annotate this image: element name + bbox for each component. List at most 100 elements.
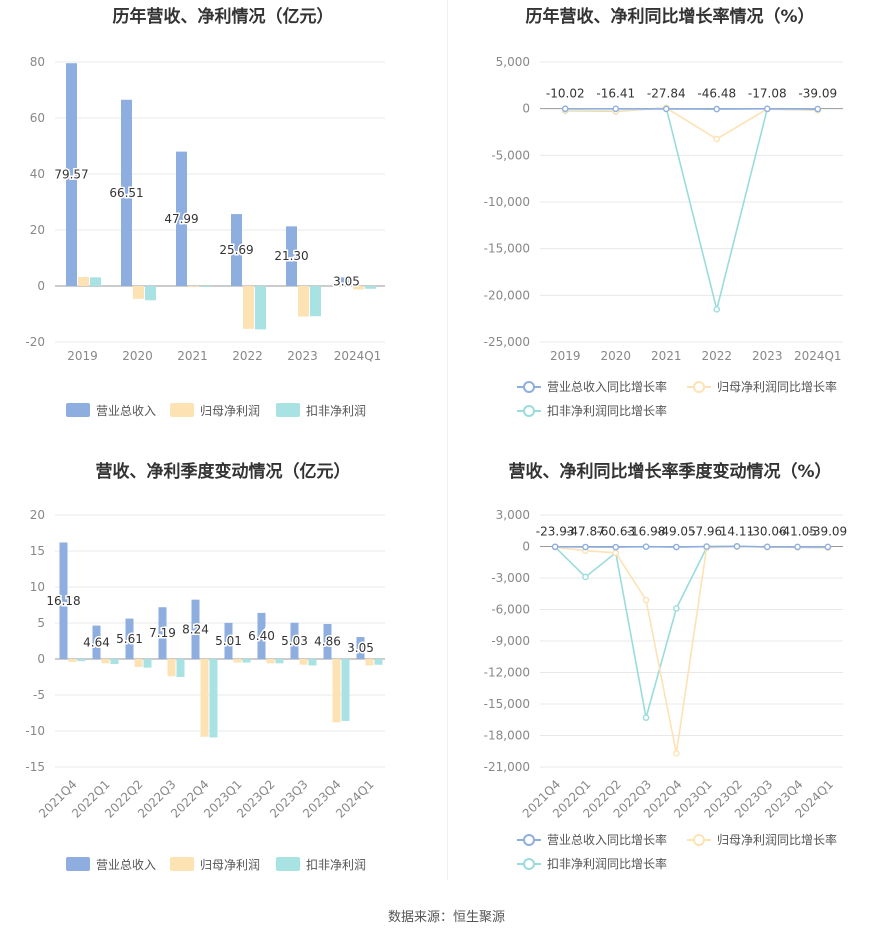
- bar-parent-profit: [266, 659, 275, 664]
- x-tick-label: 2022: [232, 349, 263, 363]
- y-tick-label: 60: [30, 111, 45, 125]
- legend-marker: [523, 834, 535, 846]
- legend-label: 营业总收入同比增长率: [547, 832, 667, 847]
- data-label: 21.30: [274, 249, 308, 263]
- data-point: [612, 543, 620, 551]
- chart-title: 历年营收、净利情况（亿元）: [112, 7, 334, 27]
- bar-revenue: [257, 612, 266, 659]
- data-label: 66.51: [109, 186, 143, 200]
- data-point: [561, 105, 569, 113]
- quarterly-revenue-profit-panel: 营收、净利季度变动情况（亿元） 20 15 10 5 0 -5 -10 -15 16.18 4.6…: [0, 455, 446, 910]
- data-point: [582, 573, 589, 581]
- data-label: 5.03: [281, 634, 308, 648]
- data-label: -30.06: [748, 525, 787, 539]
- bar-revenue: [224, 622, 233, 659]
- bar-parent-profit: [68, 659, 77, 662]
- legend-label: 归母净利润同比增长率: [717, 379, 837, 394]
- data-label: -23.93: [536, 525, 575, 539]
- bar-parent-profit: [243, 286, 254, 329]
- bar-revenue: [66, 63, 77, 287]
- data-point: [794, 543, 801, 551]
- y-tick-label: 10: [30, 580, 45, 594]
- bar-deducted-profit: [242, 659, 251, 663]
- data-point: [763, 105, 771, 113]
- bar-parent-profit: [200, 659, 209, 737]
- y-tick-label: -9,000: [491, 634, 530, 648]
- bar-deducted-profit: [341, 659, 350, 721]
- bar-parent-profit: [133, 286, 144, 299]
- bar-deducted-profit: [374, 659, 383, 665]
- bar-revenue: [158, 607, 167, 659]
- x-tick-label: 2023: [752, 349, 783, 363]
- bar-parent-profit: [101, 659, 110, 664]
- bar-deducted-profit: [90, 277, 101, 286]
- series-line: [554, 545, 828, 718]
- data-label: -39.09: [809, 525, 848, 539]
- y-tick-label: 0: [522, 540, 530, 554]
- y-tick-label: -20,000: [484, 288, 530, 302]
- y-tick-label: 5,000: [496, 55, 530, 69]
- bar-parent-profit: [167, 659, 176, 677]
- data-point: [713, 135, 721, 143]
- x-tick-label: 2020: [122, 349, 153, 363]
- data-point: [713, 306, 721, 313]
- data-label: 3.05: [347, 641, 374, 655]
- series-line: [565, 107, 818, 140]
- chart-title: 营收、净利季度变动情况（亿元）: [95, 462, 351, 482]
- bar-revenue: [59, 542, 68, 659]
- annual-growth-line-chart: 5,000 0 -5,000 -10,000 -15,000 -20,000 -25,000…: [484, 55, 843, 418]
- data-point: [551, 543, 559, 551]
- data-label: 47.99: [164, 212, 198, 226]
- legend-label: 营业总收入: [96, 858, 156, 872]
- data-point: [673, 543, 680, 551]
- data-label: 25.69: [219, 243, 253, 257]
- bar-revenue: [323, 624, 332, 659]
- data-label: -47.87: [566, 525, 605, 539]
- bar-parent-profit: [134, 659, 143, 667]
- bar-deducted-profit: [310, 286, 321, 317]
- x-tick-label: 2021: [177, 349, 208, 363]
- legend-label: 扣非净利润: [306, 858, 366, 872]
- data-label: -60.63: [596, 525, 635, 539]
- legend-label: 扣非净利润: [306, 404, 366, 418]
- y-tick-label: -20: [25, 335, 45, 349]
- bar-parent-profit: [353, 286, 364, 290]
- data-label: 7.19: [149, 626, 176, 640]
- bar-revenue: [356, 637, 365, 659]
- y-tick-label: -3,000: [491, 571, 530, 585]
- quarterly-growth-panel: 营收、净利同比增长率季度变动情况（%） 3,000 0 -3,000 -6,000 -9…: [447, 455, 893, 910]
- legend-label: 归母净利润: [200, 858, 260, 872]
- data-point: [673, 605, 680, 612]
- y-tick-label: 3,000: [496, 508, 530, 522]
- y-tick-label: 20: [30, 223, 45, 237]
- bar-revenue: [92, 625, 101, 659]
- x-tick-label: 2019: [67, 349, 98, 363]
- x-tick-label: 2024Q1: [794, 349, 842, 363]
- y-tick-label: 40: [30, 167, 45, 181]
- bar-deducted-profit: [77, 659, 86, 662]
- data-label: 16.18: [46, 594, 80, 608]
- panel-divider: [447, 0, 448, 880]
- bar-deducted-profit: [255, 286, 266, 330]
- bar-deducted-profit: [308, 659, 317, 666]
- y-tick-label: 15: [30, 544, 45, 558]
- legend-label: 归母净利润同比增长率: [717, 832, 837, 847]
- legend-marker: [693, 834, 705, 846]
- data-point: [612, 105, 620, 113]
- legend-marker: [693, 381, 705, 393]
- y-tick-label: -15: [25, 760, 45, 774]
- data-label: 4.64: [83, 635, 110, 649]
- data-point: [673, 750, 680, 757]
- legend-swatch: [66, 403, 90, 417]
- legend-swatch: [276, 403, 300, 417]
- data-label: -39.09: [798, 87, 837, 101]
- legend-label: 扣非净利润同比增长率: [547, 403, 667, 418]
- bar-deducted-profit: [209, 659, 218, 738]
- annual-revenue-profit-panel: 历年营收、净利情况（亿元） 80 60 40 20 0 -20 79.57 66.51 47.9…: [0, 0, 446, 455]
- data-point: [662, 105, 670, 113]
- chart-title: 历年营收、净利同比增长率情况（%）: [525, 7, 815, 27]
- y-tick-label: 80: [30, 55, 45, 69]
- bar-revenue: [286, 226, 297, 286]
- bar-deducted-profit: [200, 286, 211, 287]
- data-label: -27.84: [647, 87, 686, 101]
